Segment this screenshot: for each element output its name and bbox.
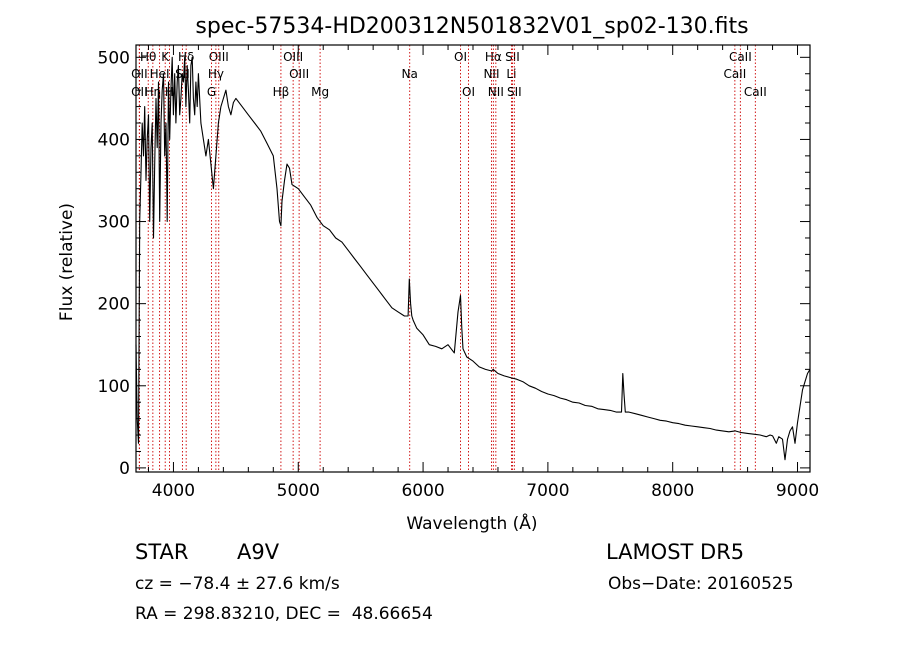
y-tick-label: 200 [98,295,130,315]
marker-label: HeI [150,67,170,81]
observation-date: Obs−Date: 20160525 [608,574,794,594]
chart-title: spec-57534-HD200312N501832V01_sp02-130.f… [195,14,748,39]
y-tick-label: 0 [119,459,130,479]
marker-label: OIII [283,50,303,64]
x-tick-label: 8000 [651,481,694,501]
marker-label: Hη [145,85,162,99]
marker-label: CaII [723,67,746,81]
marker-label: Li [506,67,516,81]
marker-label: Na [402,67,418,81]
x-axis: 4000 5000 6000 7000 8000 9000 [147,45,819,501]
marker-label: OI [454,50,467,64]
survey-name: LAMOST DR5 [606,540,745,564]
x-tick-label: 6000 [401,481,444,501]
y-tick-label: 500 [98,48,130,68]
marker-label: Hγ [208,67,224,81]
marker-label: NII [488,85,504,99]
marker-label: SII [505,50,520,64]
marker-label: NII [483,67,499,81]
marker-label: Hα [485,50,502,64]
x-tick-label: 9000 [776,481,819,501]
y-tick-label: 400 [98,130,130,150]
marker-label: OI [462,85,475,99]
object-class: STAR [135,540,189,564]
spectrum-line-group [135,56,811,461]
y-tick-label: 100 [98,377,130,397]
marker-label: OIII [209,50,229,64]
marker-label: SII [507,85,522,99]
marker-label: CaII [744,85,767,99]
marker-label: K [161,50,170,64]
x-axis-label: Wavelength (Å) [406,512,537,534]
marker-label: Hβ [273,85,290,99]
y-tick-label: 300 [98,213,130,233]
marker-label: H [165,85,174,99]
spectrum-line [135,56,811,461]
marker-label: Hδ [178,50,194,64]
marker-label: Mg [311,85,329,99]
marker-label: Hθ [140,50,156,64]
marker-label: CaII [729,50,752,64]
y-axis-label: Flux (relative) [57,203,77,321]
marker-label: OII [131,85,148,99]
plot-frame [135,44,811,473]
ra-dec-coordinates: RA = 298.83210, DEC = 48.66654 [135,604,433,624]
marker-label: G [207,85,216,99]
x-tick-label: 5000 [277,481,320,501]
x-tick-label: 4000 [152,481,195,501]
x-tick-label: 7000 [526,481,569,501]
marker-label: OIII [289,67,309,81]
redshift-velocity: cz = −78.4 ± 27.6 km/s [135,574,340,594]
y-axis: 0 100 200 300 400 500 [98,48,810,479]
object-subclass: A9V [237,540,280,564]
